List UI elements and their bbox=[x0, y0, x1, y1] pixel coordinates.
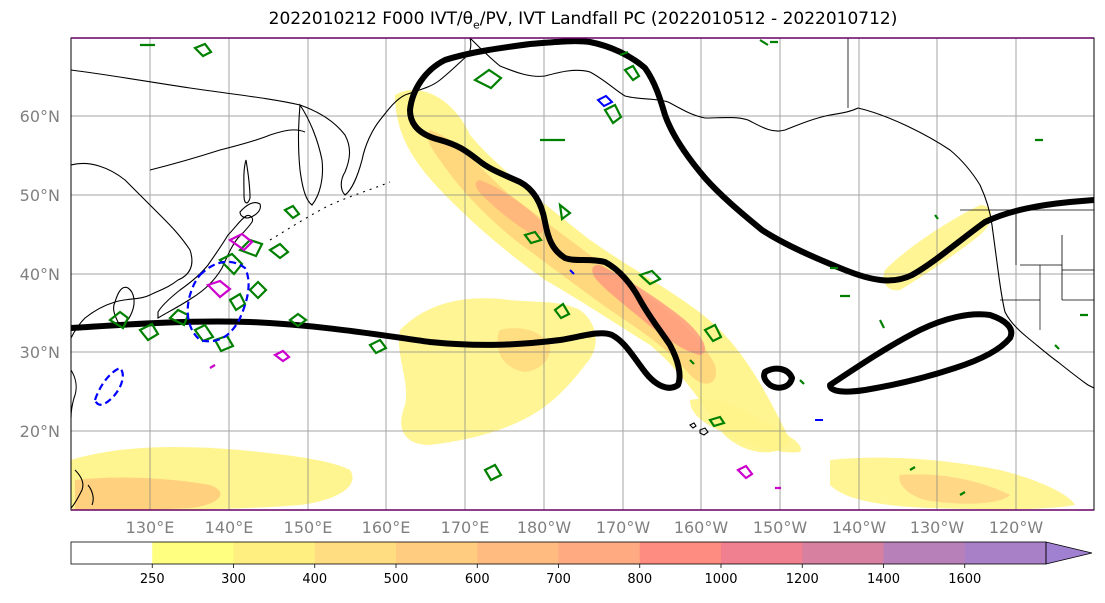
pv-negative-alaska bbox=[596, 94, 614, 108]
theta-e-central bbox=[637, 269, 726, 428]
colorbar-segment bbox=[233, 542, 316, 564]
pv-negative-south bbox=[93, 366, 124, 406]
lat-label-50: 50°N bbox=[20, 186, 60, 205]
coast-philippines bbox=[71, 469, 94, 509]
colorbar-label: 1400 bbox=[867, 572, 900, 587]
pc-contour-main bbox=[71, 38, 1094, 391]
ivt-subtropical-band bbox=[398, 298, 596, 445]
latitude-labels: 20°N 30°N 40°N 50°N 60°N bbox=[20, 107, 60, 441]
colorbar-label: 400 bbox=[302, 572, 327, 587]
theta-e-misc bbox=[689, 39, 850, 385]
theta-e-north bbox=[140, 42, 641, 125]
colorbar-segment bbox=[964, 542, 1047, 564]
graticule bbox=[71, 38, 1094, 510]
colorbar-label: 300 bbox=[221, 572, 246, 587]
pv-negative-pacific bbox=[569, 269, 823, 421]
colorbar-segment bbox=[477, 542, 559, 564]
lon-label-160w: 160°W bbox=[674, 518, 729, 537]
map-title: 2022010212 F000 IVT/θe/PV, IVT Landfall … bbox=[268, 9, 898, 32]
colorbar-label: 1200 bbox=[786, 572, 819, 587]
coast-alaska-west bbox=[404, 38, 472, 96]
lon-label-130e: 130°E bbox=[126, 518, 175, 537]
coast-kamchatka bbox=[297, 103, 324, 206]
lat-label-20: 20°N bbox=[20, 422, 60, 441]
colorbar-label: 700 bbox=[546, 572, 571, 587]
pc-contour-small-loop bbox=[761, 365, 795, 391]
lon-label-150e: 150°E bbox=[284, 518, 333, 537]
colorbar-label: 600 bbox=[465, 572, 490, 587]
theta-e-tropical bbox=[483, 463, 966, 496]
map-plot-area bbox=[71, 38, 1094, 510]
coast-okhotsk bbox=[149, 129, 306, 171]
colorbar-label: 800 bbox=[627, 572, 652, 587]
lon-label-130w: 130°W bbox=[910, 518, 965, 537]
lon-label-160e: 160°E bbox=[362, 518, 411, 537]
theta-e-south bbox=[288, 312, 388, 355]
colorbar-segment bbox=[721, 542, 803, 564]
ivt-pc-contours bbox=[71, 38, 1094, 395]
colorbar-label: 1000 bbox=[704, 572, 737, 587]
lat-label-30: 30°N bbox=[20, 343, 60, 362]
pc-contour-east-loop bbox=[827, 311, 1015, 395]
lon-label-120w: 120°W bbox=[989, 518, 1044, 537]
ivt-central-spur bbox=[690, 398, 801, 453]
pv-positive-contours bbox=[205, 232, 781, 490]
ivt-eastern-core bbox=[899, 474, 1010, 504]
coast-alaska bbox=[469, 38, 859, 132]
colorbar-segment bbox=[802, 542, 884, 564]
colorbar-segment bbox=[314, 542, 397, 564]
colorbar-label: 500 bbox=[384, 572, 409, 587]
theta-e-north-japan bbox=[218, 204, 301, 276]
coast-us-west bbox=[997, 269, 1094, 389]
coast-bc bbox=[857, 107, 999, 271]
colorbar-segment bbox=[71, 542, 153, 564]
ivt-subtropical-core bbox=[497, 328, 551, 372]
colorbar-label: 1600 bbox=[948, 572, 981, 587]
theta-e-contours bbox=[108, 39, 1088, 496]
pv-negative-small bbox=[569, 94, 823, 421]
colorbar-segment bbox=[883, 542, 966, 564]
coast-russia-far-east bbox=[71, 69, 406, 196]
lon-label-140e: 140°E bbox=[205, 518, 254, 537]
lon-label-140w: 140°W bbox=[832, 518, 887, 537]
colorbar-segment bbox=[558, 542, 641, 564]
coast-hokkaido bbox=[239, 202, 261, 219]
border-us-states bbox=[1000, 264, 1094, 330]
ivt-colorbar: 250 300 400 500 600 700 800 1000 1200 1400 1600 bbox=[70, 541, 1093, 587]
theta-e-gulf bbox=[472, 68, 572, 320]
colorbar-segment bbox=[639, 542, 722, 564]
pv-positive-tropics bbox=[736, 464, 781, 490]
lon-label-150w: 150°W bbox=[753, 518, 808, 537]
colorbar-extend-arrow bbox=[1045, 541, 1093, 565]
ivt-tropical-west-core bbox=[75, 477, 221, 510]
pv-negative-contours bbox=[93, 260, 250, 406]
lon-label-170e: 170°E bbox=[441, 518, 490, 537]
lat-label-60: 60°N bbox=[20, 107, 60, 126]
longitude-labels: 130°E 140°E 150°E 160°E 170°E 180°W 170°… bbox=[126, 518, 1044, 537]
pv-negative-japan bbox=[186, 260, 250, 343]
lat-label-40: 40°N bbox=[20, 265, 60, 284]
pv-positive-japan bbox=[205, 232, 291, 369]
colorbar-segment bbox=[152, 542, 234, 564]
coast-hawaii bbox=[689, 422, 709, 436]
lon-label-170w: 170°W bbox=[596, 518, 651, 537]
coast-asia bbox=[71, 162, 193, 339]
ivt-plume-upper-core bbox=[475, 180, 544, 235]
colorbar-segment bbox=[396, 542, 478, 564]
colorbar-label: 250 bbox=[140, 572, 165, 587]
theta-e-east bbox=[879, 138, 1088, 350]
coast-sakhalin bbox=[243, 159, 251, 204]
lon-label-180w: 180°W bbox=[517, 518, 572, 537]
